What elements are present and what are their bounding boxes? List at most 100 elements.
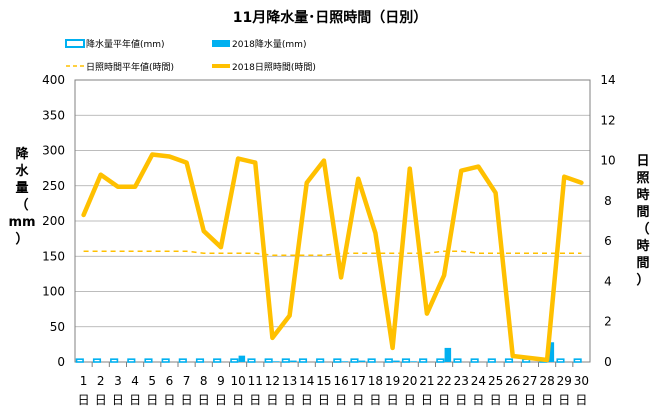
normal-precip-bar (333, 358, 342, 363)
right-axis-ticks: 0 2 4 6 8 10 12 14 (600, 73, 615, 369)
right-axis-label: 日照時間（時間） (636, 154, 649, 288)
precip-2018-bar (238, 355, 246, 362)
x-tick-label: 27 (522, 374, 537, 388)
x-tick-suffix: 日 (215, 393, 227, 407)
precip-2018-bar (341, 361, 349, 362)
normal-precip-bar (316, 358, 325, 363)
normal-precip-bar (281, 358, 290, 363)
x-tick-suffix: 日 (198, 393, 210, 407)
x-tick-suffix: 日 (112, 393, 124, 407)
x-tick-suffix: 日 (541, 393, 553, 407)
normal-precip-bar (401, 358, 411, 363)
left-axis-label-char: mm (8, 215, 35, 230)
left-tick-label: 400 (42, 73, 65, 87)
left-tick-label: 200 (42, 214, 65, 228)
legend-label-2018-sunshine: 2018日照時間(時間) (232, 62, 316, 73)
x-tick-suffix: 日 (335, 393, 347, 407)
normal-precip-bar (298, 358, 308, 363)
x-tick-suffix: 日 (421, 393, 433, 407)
x-tick-label: 2 (97, 374, 105, 388)
normal-precip-bar (213, 358, 222, 363)
normal-precip-bar (573, 358, 582, 363)
sunshine-2018-line (81, 152, 584, 363)
x-tick-suffix: 日 (163, 393, 175, 407)
x-tick-label: 29 (557, 374, 572, 388)
x-tick-label: 25 (488, 374, 503, 388)
right-axis-label-char: 日 (636, 154, 649, 169)
legend-label-normal-precip: 降水量平年値(mm) (86, 38, 165, 50)
left-tick-label: 250 (42, 179, 65, 193)
x-tick-label: 13 (282, 374, 297, 388)
normal-precip-bar (178, 358, 187, 363)
x-tick-suffix: 日 (387, 393, 399, 407)
x-tick-label: 3 (114, 374, 122, 388)
x-tick-suffix: 日 (301, 393, 313, 407)
precip-2018-bar (547, 342, 555, 362)
normal-precip-bar (110, 358, 119, 363)
right-tick-label: 4 (604, 274, 612, 288)
right-tick-label: 8 (604, 194, 612, 208)
x-tick-label: 16 (333, 374, 348, 388)
legend-label-2018-precip: 2018降水量(mm) (232, 38, 306, 50)
x-tick-label: 21 (419, 374, 434, 388)
x-tick-label: 14 (299, 374, 314, 388)
x-tick-suffix: 日 (575, 393, 587, 407)
chart-title: 11月降水量･日照時間（日別） (233, 9, 427, 26)
left-tick-label: 50 (50, 320, 65, 334)
legend-label-normal-sunshine: 日照時間平年値(時間) (86, 61, 174, 73)
right-tick-label: 10 (600, 154, 615, 168)
right-axis-label-char: 照 (636, 171, 649, 186)
normal-precip-bar (419, 358, 428, 363)
x-tick-suffix: 日 (352, 393, 364, 407)
normal-precip-bar (436, 358, 445, 363)
normal-precip-bar (556, 358, 565, 363)
x-tick-suffix: 日 (438, 393, 450, 407)
x-tick-label: 5 (148, 374, 156, 388)
left-axis-ticks: 0 50 100 150 200 250 300 350 400 (42, 73, 65, 369)
precip-2018-bar (410, 361, 417, 362)
x-tick-label: 15 (316, 374, 331, 388)
legend-swatch-2018-precip (212, 40, 230, 47)
normal-precip-bar (504, 358, 514, 363)
right-tick-label: 14 (600, 73, 615, 87)
x-tick-suffix: 日 (129, 393, 141, 407)
x-tick-suffix: 日 (558, 393, 570, 407)
line-series (81, 152, 584, 363)
right-axis-label-char: （ (636, 221, 649, 237)
x-tick-label: 19 (385, 374, 400, 388)
legend: 降水量平年値(mm) 2018降水量(mm) 日照時間平年値(時間) 2018日… (65, 38, 316, 73)
right-axis-label-char: 時 (636, 238, 649, 254)
x-tick-label: 9 (217, 374, 225, 388)
x-tick-suffix: 日 (95, 393, 107, 407)
precip-2018-bar (272, 361, 280, 362)
x-tick-suffix: 日 (318, 393, 330, 407)
x-tick-suffix: 日 (455, 393, 467, 407)
left-tick-label: 100 (42, 285, 65, 299)
precip-2018-bar (444, 347, 452, 362)
normal-precip-bar (453, 358, 462, 363)
x-tick-label: 22 (436, 374, 451, 388)
normal-precip-bar (264, 358, 273, 363)
left-axis-label: 降水量（ mm） (8, 146, 35, 247)
x-tick-suffix: 日 (507, 393, 519, 407)
normal-precip-bar (92, 358, 102, 363)
right-tick-label: 2 (604, 315, 612, 329)
x-tick-label: 17 (351, 374, 366, 388)
x-tick-suffix: 日 (232, 393, 244, 407)
x-tick-label: 7 (183, 374, 191, 388)
x-tick-label: 4 (131, 374, 139, 388)
x-tick-label: 24 (471, 374, 486, 388)
precip-2018-bar (358, 360, 366, 362)
right-tick-label: 0 (604, 355, 612, 369)
x-tick-suffix: 日 (284, 393, 296, 407)
normal-precip-bar (367, 358, 376, 363)
normal-precip-bar (195, 358, 205, 363)
x-tick-label: 23 (454, 374, 469, 388)
x-axis-ticks: 1日2日3日4日5日6日7日8日9日10日11日12日13日14日15日16日1… (78, 362, 589, 407)
left-tick-label: 150 (42, 249, 65, 263)
x-tick-suffix: 日 (78, 393, 90, 407)
x-tick-label: 12 (265, 374, 280, 388)
precip-2018-bar (290, 360, 297, 362)
normal-sunshine-line (83, 250, 582, 256)
x-tick-label: 20 (402, 374, 417, 388)
